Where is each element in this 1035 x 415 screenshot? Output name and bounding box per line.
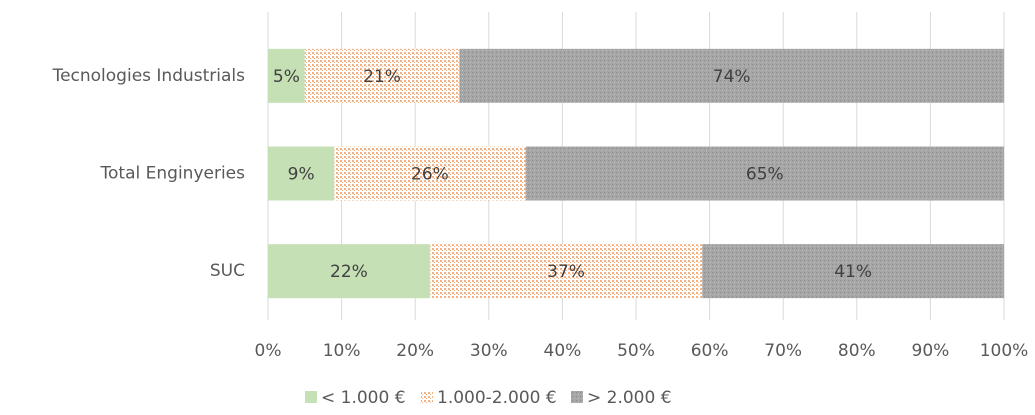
- bar-segment: [429, 244, 703, 299]
- x-tick-label: 90%: [912, 341, 950, 361]
- bar-segment: [268, 146, 335, 201]
- x-tick-label: 100%: [980, 341, 1029, 361]
- x-tick-label: 20%: [396, 341, 434, 361]
- bar-segment: [304, 48, 460, 103]
- x-tick-label: 80%: [838, 341, 876, 361]
- legend-swatch: [305, 391, 317, 403]
- y-tick-label: Total Enginyeries: [100, 164, 246, 184]
- legend-label: 1.000-2.000 €: [437, 388, 557, 408]
- value-label: 9%: [288, 165, 315, 185]
- x-tick-label: 10%: [323, 341, 361, 361]
- x-tick-label: 60%: [691, 341, 729, 361]
- x-tick-label: 30%: [470, 341, 508, 361]
- x-tick-label: 0%: [255, 341, 282, 361]
- value-label: 22%: [330, 262, 368, 282]
- bar-segment: [459, 48, 1004, 103]
- x-tick-label: 50%: [617, 341, 655, 361]
- value-label: 37%: [547, 262, 585, 282]
- value-label: 41%: [834, 262, 872, 282]
- value-label: 26%: [411, 165, 449, 185]
- legend-label: < 1.000 €: [321, 388, 406, 408]
- x-tick-label: 70%: [764, 341, 802, 361]
- value-label: 65%: [746, 165, 784, 185]
- legend-swatch: [421, 391, 433, 403]
- value-label: 21%: [363, 67, 401, 87]
- y-tick-label: Tecnologies Industrials: [52, 66, 246, 86]
- bar-segment: [525, 146, 1004, 201]
- bar-segment: [702, 244, 1004, 299]
- y-tick-label: SUC: [210, 261, 245, 281]
- bar-segment: [268, 48, 305, 103]
- bar-segment: [334, 146, 526, 201]
- x-tick-label: 40%: [544, 341, 582, 361]
- value-label: 74%: [713, 67, 751, 87]
- value-label: 5%: [273, 67, 300, 87]
- legend-label: > 2.000 €: [587, 388, 672, 408]
- bar-segment: [268, 244, 430, 299]
- legend-swatch: [571, 391, 583, 403]
